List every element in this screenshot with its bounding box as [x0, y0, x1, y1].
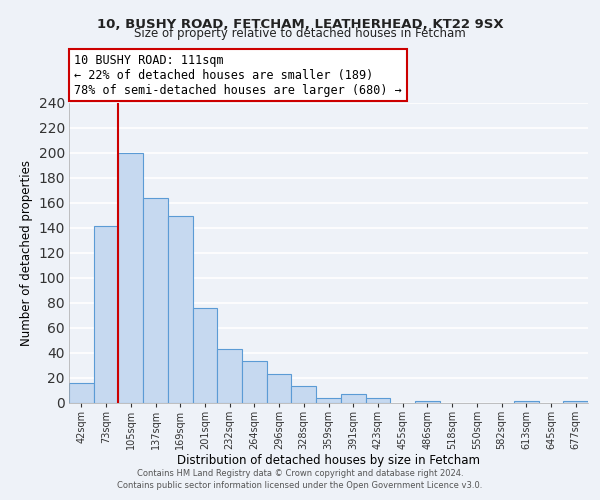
Text: Size of property relative to detached houses in Fetcham: Size of property relative to detached ho… [134, 28, 466, 40]
X-axis label: Distribution of detached houses by size in Fetcham: Distribution of detached houses by size … [177, 454, 480, 468]
Bar [217, 349, 242, 403]
Bar [316, 398, 341, 402]
Text: Contains HM Land Registry data © Crown copyright and database right 2024.
Contai: Contains HM Land Registry data © Crown c… [118, 468, 482, 490]
Bar [94, 226, 118, 402]
Y-axis label: Number of detached properties: Number of detached properties [20, 160, 33, 346]
Bar [69, 382, 94, 402]
Bar [563, 401, 588, 402]
Bar [267, 374, 292, 402]
Bar [168, 216, 193, 402]
Bar [292, 386, 316, 402]
Bar [365, 398, 390, 402]
Text: 10, BUSHY ROAD, FETCHAM, LEATHERHEAD, KT22 9SX: 10, BUSHY ROAD, FETCHAM, LEATHERHEAD, KT… [97, 18, 503, 30]
Bar [193, 308, 217, 402]
Bar [514, 401, 539, 402]
Bar [242, 361, 267, 403]
Bar [118, 152, 143, 402]
Text: 10 BUSHY ROAD: 111sqm
← 22% of detached houses are smaller (189)
78% of semi-det: 10 BUSHY ROAD: 111sqm ← 22% of detached … [74, 54, 402, 96]
Bar [341, 394, 365, 402]
Bar [415, 401, 440, 402]
Bar [143, 198, 168, 402]
